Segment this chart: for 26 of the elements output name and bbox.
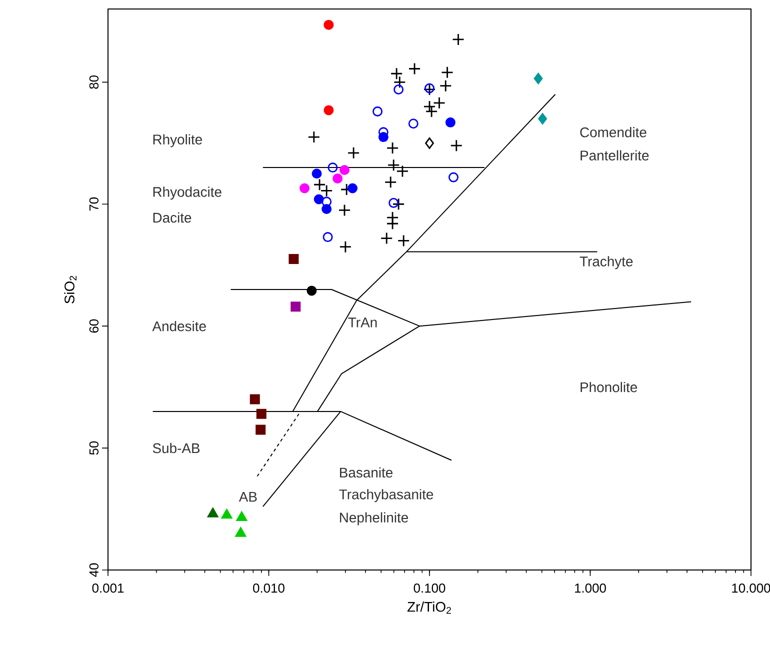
annotation: Nephelinite [340,512,408,526]
y-tick-label: 40 [89,563,99,577]
annotation: Rhyodacite [153,186,222,200]
x-tick-label: 10.000 [732,584,770,593]
annotation: Pantellerite [580,150,649,160]
annotation: Rhyolite [153,134,202,148]
x-tick-label: 0.010 [253,584,284,593]
annotation: TrAn [348,318,377,328]
x-tick-label: 0.100 [414,584,446,593]
annotation: Phonolite [580,382,638,392]
y-tick-label: 80 [89,75,99,89]
annotation: Trachyte [580,256,633,270]
y-tick-label: 50 [89,441,99,455]
annotation: Andesite [152,320,206,332]
x-axis-title: Zr/TiO$_{2}$ [407,602,451,614]
y-axis-title: SiO$_{2}$ [64,276,76,304]
annotation: Comendite [580,127,646,138]
annotation: AB [238,492,257,502]
y-tick-label: 70 [89,197,99,211]
x-tick-label: 1.000 [575,584,606,593]
annotation: Basanite [340,467,393,478]
annotation: Trachybasanite [339,489,434,502]
y-tick-label: 60 [89,319,99,333]
annotation: Sub-AB [152,442,200,454]
annotation: Dacite [153,212,192,223]
x-tick-label: 0.001 [92,584,124,593]
